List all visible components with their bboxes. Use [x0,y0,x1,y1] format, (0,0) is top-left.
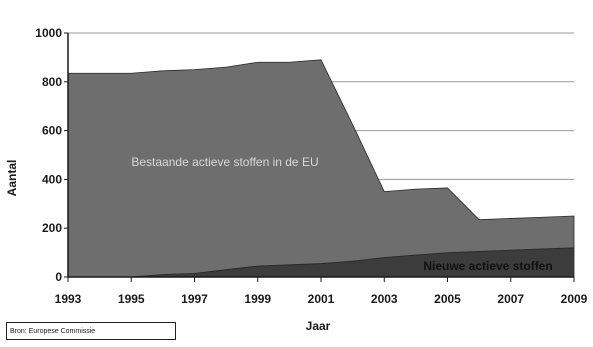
x-tick-label: 1997 [181,292,208,306]
x-tick-label: 2001 [308,292,335,306]
y-tick-label: 1000 [35,26,62,40]
series-labels: Bestaande actieve stoffen in de EU Nieuwe… [131,155,552,273]
y-tick-label: 600 [42,124,62,138]
label-existing-substances: Bestaande actieve stoffen in de EU [131,155,318,169]
x-tick-label: 2003 [371,292,398,306]
y-tick-label: 400 [42,172,62,186]
x-tick-label: 1995 [118,292,145,306]
y-tick-label: 200 [42,221,62,235]
y-axis-title: Aantal [5,160,19,197]
source-note: Bron: Europese Commissie [6,322,176,340]
x-tick-label: 1993 [55,292,82,306]
area-existing-substances [67,59,575,278]
x-tick-label: 2005 [434,292,461,306]
y-tick-label: 0 [55,270,62,284]
x-tick-label: 1999 [244,292,271,306]
x-axis-title: Jaar [306,319,331,333]
label-new-substances: Nieuwe actieve stoffen [423,259,552,273]
area-series [67,59,575,278]
y-tick-label: 800 [42,75,62,89]
x-tick-label: 2009 [561,292,588,306]
x-tick-label: 2007 [497,292,524,306]
x-tick-labels: 1993 1995 1997 1999 2001 2003 2005 2007 2009 [55,277,588,306]
y-tick-labels: 0 200 400 600 800 1000 [35,26,68,284]
